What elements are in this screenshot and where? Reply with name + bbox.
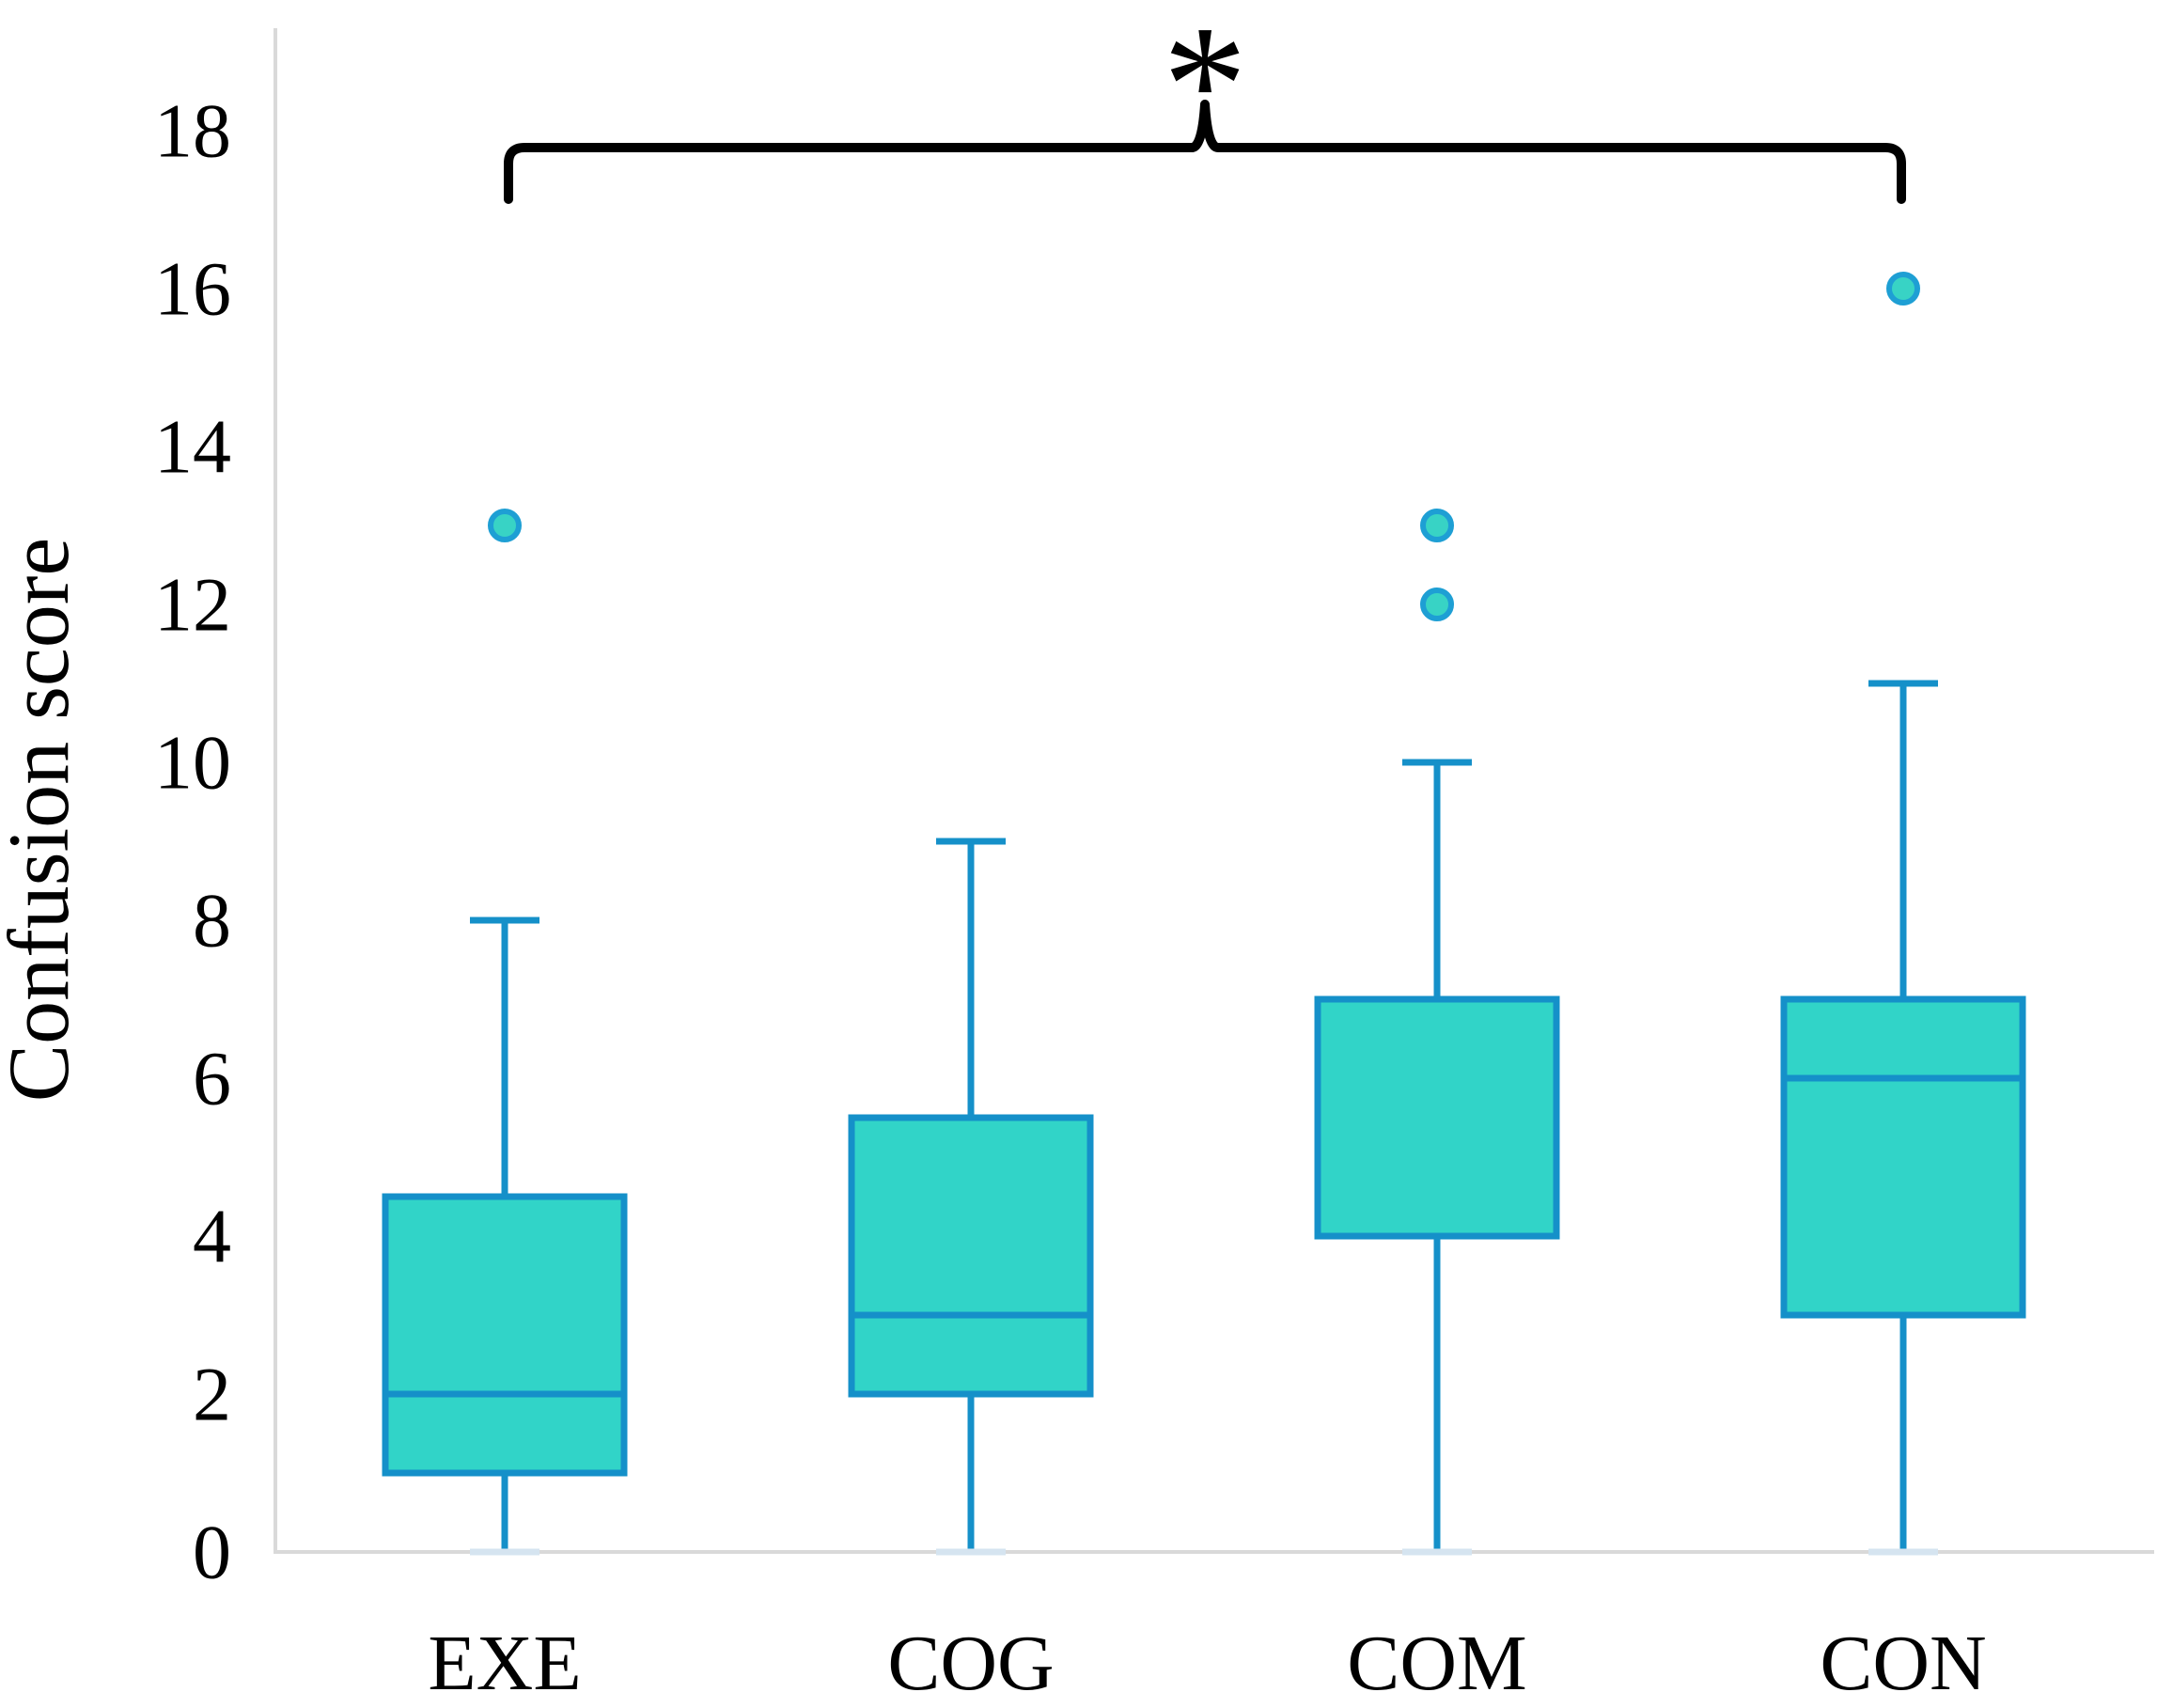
iqr-box-cog [848,1114,1094,1398]
significance-bracket [504,100,1906,204]
y-tick-label-6: 6 [193,1036,231,1121]
x-category-label-cog: COG [887,1620,1054,1707]
significance-star: * [1163,0,1247,178]
outlier-com-13 [1420,509,1454,542]
outlier-con-16 [1886,272,1920,306]
x-category-label-exe: EXE [428,1620,581,1707]
boxes-layer [382,272,2026,1556]
y-tick-label-4: 4 [193,1194,231,1279]
y-tick-label-12: 12 [154,562,231,648]
y-tick-label-10: 10 [154,720,231,806]
iqr-box-con [1780,995,2026,1319]
box-group-cog [848,838,1094,1556]
x-category-label-con: CON [1820,1620,1986,1707]
y-tick-label-18: 18 [154,88,231,174]
x-category-label-com: COM [1347,1620,1526,1707]
outlier-com-12 [1420,588,1454,621]
iqr-box-exe [382,1193,628,1477]
box-group-con [1780,272,2026,1556]
axes-layer: 0 2 4 6 8 10 12 14 16 18 EXE COG COM CON Confusion sco… [0,28,2154,1707]
y-tick-label-8: 8 [193,878,231,964]
y-tick-label-2: 2 [193,1352,231,1437]
outlier-exe-13 [488,509,522,542]
y-tick-label-0: 0 [193,1510,231,1595]
y-tick-label-14: 14 [154,404,231,490]
box-group-exe [382,509,628,1556]
y-axis-title: Confusion score [0,538,86,1102]
annotation-layer: * [504,0,1906,204]
iqr-box-com [1314,995,1560,1240]
y-tick-label-16: 16 [154,246,231,332]
box-group-com [1314,509,1560,1556]
